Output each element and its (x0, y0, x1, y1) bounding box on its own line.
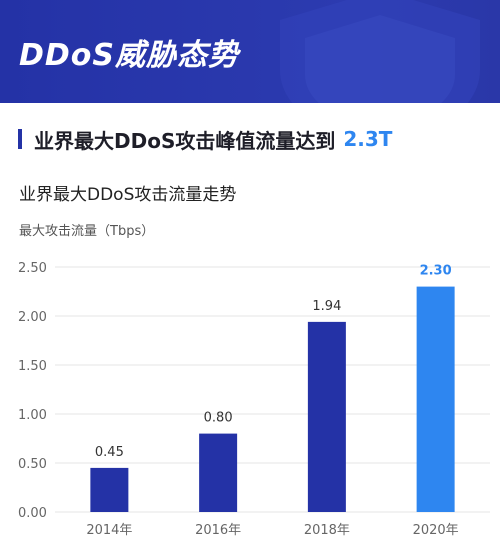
y-axis-label: 最大攻击流量（Tbps） (19, 224, 155, 239)
data-label: 2.30 (420, 264, 452, 279)
y-tick-label: 2.00 (18, 310, 47, 325)
bar-0 (90, 467, 129, 512)
headline-peak-value: 2.3T (343, 127, 393, 151)
y-tick-label: 2.50 (18, 261, 47, 276)
banner-title: DDoS威胁态势 (19, 38, 240, 73)
headline-text: 业界最大DDoS攻击峰值流量达到 (34, 128, 336, 153)
x-tick-label: 2014年 (86, 523, 132, 538)
headline-accent-bar (18, 129, 22, 149)
y-tick-label: 1.50 (18, 359, 47, 374)
bar-3 (416, 286, 455, 512)
bar-chart: 0.00 0.50 1.00 1.50 2.00 2.50 0.45 2014年 0.80 201… (18, 261, 490, 538)
x-tick-label: 2016年 (195, 523, 241, 538)
data-label: 1.94 (312, 299, 341, 314)
y-tick-label: 1.00 (18, 408, 47, 423)
headline: 业界最大DDoS攻击峰值流量达到 2.3T (18, 124, 392, 154)
bar-1 (199, 433, 238, 512)
data-label: 0.80 (204, 411, 233, 426)
y-tick-label: 0.00 (18, 506, 47, 521)
data-label: 0.45 (95, 445, 124, 460)
x-tick-label: 2020年 (413, 523, 459, 538)
header-banner: DDoS威胁态势 (0, 0, 500, 103)
x-tick-label: 2018年 (304, 523, 350, 538)
bar-2 (307, 321, 346, 512)
shield-decoration-icon (280, 0, 480, 103)
chart-title: 业界最大DDoS攻击流量走势 (19, 185, 237, 205)
y-tick-label: 0.50 (18, 457, 47, 472)
